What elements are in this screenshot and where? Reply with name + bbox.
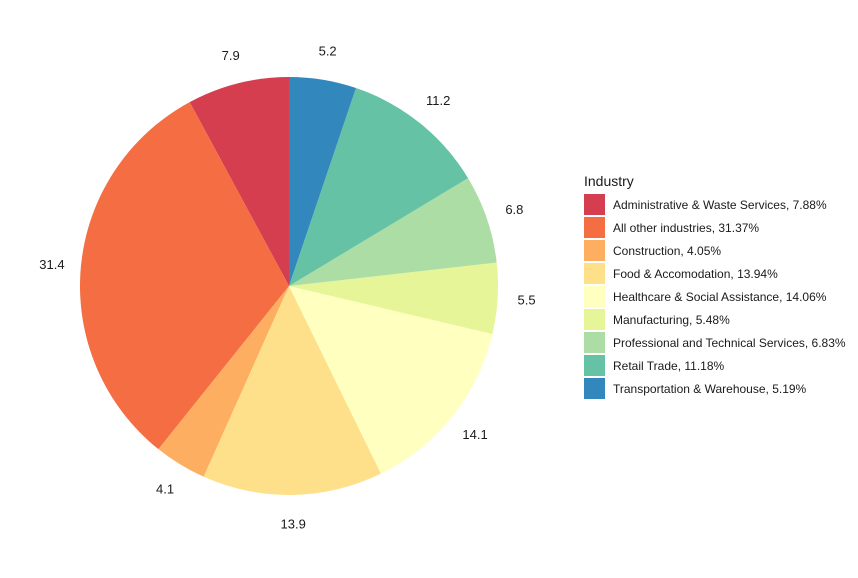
pie-slice-administrative-and-waste-services: [189, 77, 289, 286]
legend-label-manufacturing: Manufacturing, 5.48%: [613, 313, 730, 327]
pie-slices: [80, 77, 499, 495]
slice-label-transportation-and-warehouse: 5.2: [319, 44, 337, 59]
pie-slice-food-and-accomodation: [203, 286, 381, 495]
pie-slice-healthcare-and-social-assistance: [289, 286, 493, 474]
legend: Industry Administrative & Waste Services…: [584, 173, 846, 399]
legend-swatch-manufacturing: [584, 309, 605, 330]
slice-label-construction: 4.1: [156, 482, 174, 497]
slice-label-food-and-accomodation: 13.9: [281, 516, 306, 531]
legend-swatch-administrative-and-waste-services: [584, 194, 605, 215]
pie-slice-manufacturing: [289, 262, 499, 334]
pie-slice-construction: [158, 286, 289, 477]
pie-slice-professional-and-technical-services: [289, 178, 497, 286]
slice-label-retail-trade: 11.2: [426, 93, 450, 108]
legend-label-retail-trade: Retail Trade, 11.18%: [613, 359, 725, 373]
slice-label-healthcare-and-social-assistance: 14.1: [462, 427, 487, 442]
legend-label-healthcare-and-social-assistance: Healthcare & Social Assistance, 14.06%: [613, 290, 827, 304]
legend-label-professional-and-technical-services: Professional and Technical Services, 6.8…: [613, 336, 846, 350]
slice-label-professional-and-technical-services: 6.8: [505, 202, 523, 217]
legend-swatch-professional-and-technical-services: [584, 332, 605, 353]
pie-slice-retail-trade: [289, 88, 469, 287]
legend-label-administrative-and-waste-services: Administrative & Waste Services, 7.88%: [613, 198, 827, 212]
legend-label-transportation-and-warehouse: Transportation & Warehouse, 5.19%: [613, 382, 807, 396]
pie-slice-transportation-and-warehouse: [289, 77, 356, 286]
legend-swatch-healthcare-and-social-assistance: [584, 286, 605, 307]
legend-items: Administrative & Waste Services, 7.88% Al…: [584, 194, 846, 399]
legend-swatch-food-and-accomodation: [584, 263, 605, 284]
legend-label-food-and-accomodation: Food & Accomodation, 13.94%: [613, 267, 778, 281]
slice-label-manufacturing: 5.5: [518, 293, 536, 308]
legend-label-all-other-industries: All other industries, 31.37%: [613, 221, 759, 235]
slice-labels: 7.9 31.4 4.1 13.9 14.1 5.5 6.8 11.2 5.2: [39, 44, 535, 532]
legend-title: Industry: [584, 173, 634, 189]
legend-label-construction: Construction, 4.05%: [613, 244, 721, 258]
slice-label-administrative-and-waste-services: 7.9: [222, 48, 240, 63]
legend-swatch-transportation-and-warehouse: [584, 378, 605, 399]
legend-swatch-all-other-industries: [584, 217, 605, 238]
pie-slice-all-other-industries: [80, 102, 289, 450]
legend-swatch-construction: [584, 240, 605, 261]
slice-label-all-other-industries: 31.4: [39, 257, 64, 272]
legend-swatch-retail-trade: [584, 355, 605, 376]
